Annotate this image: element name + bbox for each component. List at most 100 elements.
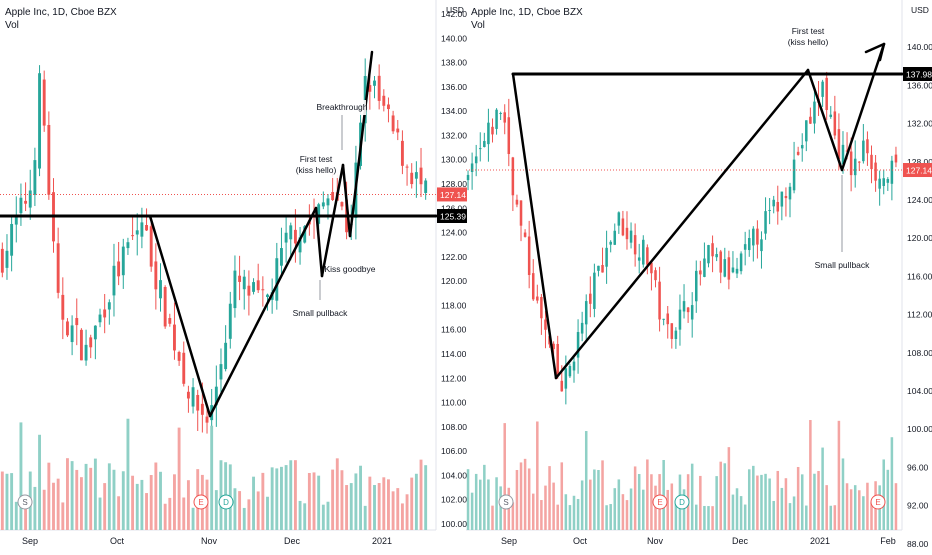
left-volume-bar <box>149 475 153 530</box>
left-volume-bar <box>414 473 418 530</box>
right-volume-bar <box>776 470 780 530</box>
right-level-label: 137.98 <box>906 70 932 80</box>
right-volume-bar <box>491 505 494 530</box>
right-candle-body <box>584 301 588 325</box>
right-volume-bar <box>727 447 731 530</box>
left-price-tick: 136.00 <box>441 82 467 92</box>
left-candle-body <box>224 342 228 370</box>
left-time-tick: Oct <box>110 536 125 546</box>
left-volume-bar <box>266 496 269 530</box>
left-candle-body <box>140 222 144 237</box>
right-volume-bar <box>723 463 727 530</box>
right-volume-bar <box>690 463 694 530</box>
right-candle-body <box>556 343 559 375</box>
left-volume-bar <box>214 490 218 530</box>
left-candle-body <box>424 180 428 193</box>
right-event-marker <box>652 494 668 510</box>
left-candle-body <box>256 280 260 291</box>
right-candle-body <box>527 236 531 276</box>
left-chart-panel[interactable]: Apple Inc, 1D, Cboe BZX Vol 142.00 140.00… <box>0 0 467 546</box>
right-candle-body <box>862 140 865 162</box>
right-candle-body <box>878 178 881 189</box>
right-candle-body <box>768 210 771 212</box>
left-time-tick: Dec <box>284 536 301 546</box>
right-volume-bar <box>743 504 747 530</box>
right-candle-body <box>572 361 576 371</box>
right-volume-bar <box>747 469 751 530</box>
right-volume-bar <box>536 421 539 530</box>
left-candle-body <box>186 391 190 399</box>
right-candle-body <box>670 323 674 339</box>
left-price-tick: 114.00 <box>441 349 467 359</box>
left-volume-bar <box>405 494 409 530</box>
right-candle-body <box>576 332 580 358</box>
left-price-tick: 126.00 <box>441 203 467 213</box>
left-last-price-label: 127.14 <box>440 190 466 200</box>
right-pattern-line <box>511 72 558 380</box>
right-volume-bar <box>568 505 572 530</box>
left-candle-body <box>112 265 116 296</box>
right-candle-body <box>674 330 678 339</box>
left-candle-body <box>38 73 41 169</box>
left-volume-bar <box>280 466 283 530</box>
right-price-tick: 96.00 <box>907 462 929 472</box>
left-pattern-line <box>341 163 352 238</box>
left-candle-body <box>177 352 181 361</box>
right-volume-bar <box>853 485 857 530</box>
left-volume-bar <box>66 458 69 530</box>
left-event-label: S <box>22 498 27 507</box>
right-time-tick: Dec <box>732 536 749 546</box>
left-candle-body <box>377 75 381 101</box>
left-candle-body <box>233 270 237 309</box>
left-candle-body <box>75 318 79 326</box>
left-candle-body <box>238 275 242 282</box>
right-event-label: E <box>657 498 662 507</box>
left-volume-bar <box>191 507 195 530</box>
right-volume-bar <box>809 420 812 530</box>
left-candle-body <box>414 172 418 179</box>
right-volume-bar <box>711 506 714 530</box>
left-candle-body <box>117 261 121 277</box>
left-volume-bar <box>345 485 349 530</box>
left-volume-bar <box>410 477 414 530</box>
right-volume-bar <box>829 505 833 530</box>
left-time-tick: 2021 <box>372 536 392 546</box>
right-candle-body <box>487 122 490 145</box>
left-candle-body <box>252 282 255 292</box>
right-volume-bar <box>695 504 698 530</box>
right-candle-body <box>829 114 833 117</box>
right-volume-bar <box>768 478 771 530</box>
right-volume-bar <box>584 431 588 530</box>
right-candle-body <box>743 244 747 250</box>
left-candle-body <box>228 303 232 339</box>
right-candle-body <box>470 163 474 172</box>
right-volume-bar <box>560 462 564 530</box>
right-volume-bar <box>858 490 861 530</box>
right-candle-body <box>491 126 494 135</box>
left-volume-bar <box>331 469 335 530</box>
left-volume-bar <box>168 497 172 530</box>
right-candle-body <box>776 201 780 212</box>
right-candle-body <box>707 245 710 264</box>
left-candle-body <box>126 242 130 249</box>
left-candle-body <box>200 403 204 415</box>
left-candle-body <box>405 166 409 168</box>
left-price-tick: 102.00 <box>441 495 467 505</box>
right-candle-body <box>531 273 535 300</box>
left-price-tick: 140.00 <box>441 33 467 43</box>
left-candle-body <box>149 226 153 267</box>
right-time-tick: Oct <box>573 536 588 546</box>
right-volume-bar <box>894 483 898 530</box>
right-candle-body <box>756 228 759 245</box>
left-candle-body <box>103 309 107 318</box>
right-chart-panel[interactable]: Apple Inc, 1D, Cboe BZX Vol 140.00 136.00… <box>466 0 932 549</box>
left-annotation-text: Small pullback <box>293 308 349 318</box>
right-candle-body <box>560 380 564 392</box>
right-volume-bar <box>572 495 576 530</box>
left-price-tick: 106.00 <box>441 446 467 456</box>
right-candle-body <box>715 254 718 258</box>
right-volume-bar <box>613 488 617 530</box>
right-pattern-line <box>840 42 886 172</box>
right-volume-bar <box>784 478 788 530</box>
